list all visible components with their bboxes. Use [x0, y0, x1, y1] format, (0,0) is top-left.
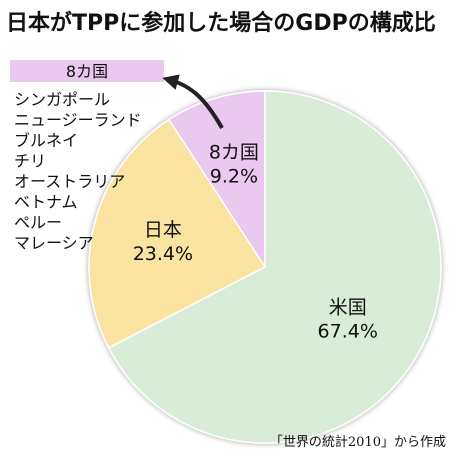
pie-slice-label-3: 米国	[329, 296, 367, 318]
callout-arrow	[162, 74, 224, 129]
member-country-5: オーストラリア	[14, 172, 125, 191]
source-note: 「世界の統計2010」から作成	[270, 434, 446, 450]
member-country-3: ブルネイ	[14, 131, 78, 150]
member-country-7: ペルー	[14, 213, 62, 232]
callout-box-label: 8カ国	[66, 62, 108, 81]
pie-slice-value-3: 67.4%	[318, 320, 378, 342]
pie-slice-3	[107, 90, 442, 444]
pie-slice-2	[88, 118, 267, 349]
pie-slice-1	[167, 90, 266, 270]
member-country-2: ニュージーランド	[14, 111, 142, 130]
member-country-4: チリ	[14, 152, 46, 171]
callout-box	[10, 60, 164, 82]
pie-slice-label-1: 8カ国	[209, 141, 259, 163]
pie-slice-value-2: 23.4%	[133, 243, 193, 265]
member-country-1: シンガポール	[14, 90, 110, 109]
pie-slice-label-2: 日本	[144, 219, 182, 241]
pie-slice-value-1: 9.2%	[210, 165, 258, 187]
pie-group	[88, 90, 442, 444]
member-country-8: マレーシア	[14, 234, 94, 253]
member-country-6: ベトナム	[14, 193, 78, 212]
chart-title: 日本がTPPに参加した場合のGDPの構成比	[6, 10, 436, 36]
